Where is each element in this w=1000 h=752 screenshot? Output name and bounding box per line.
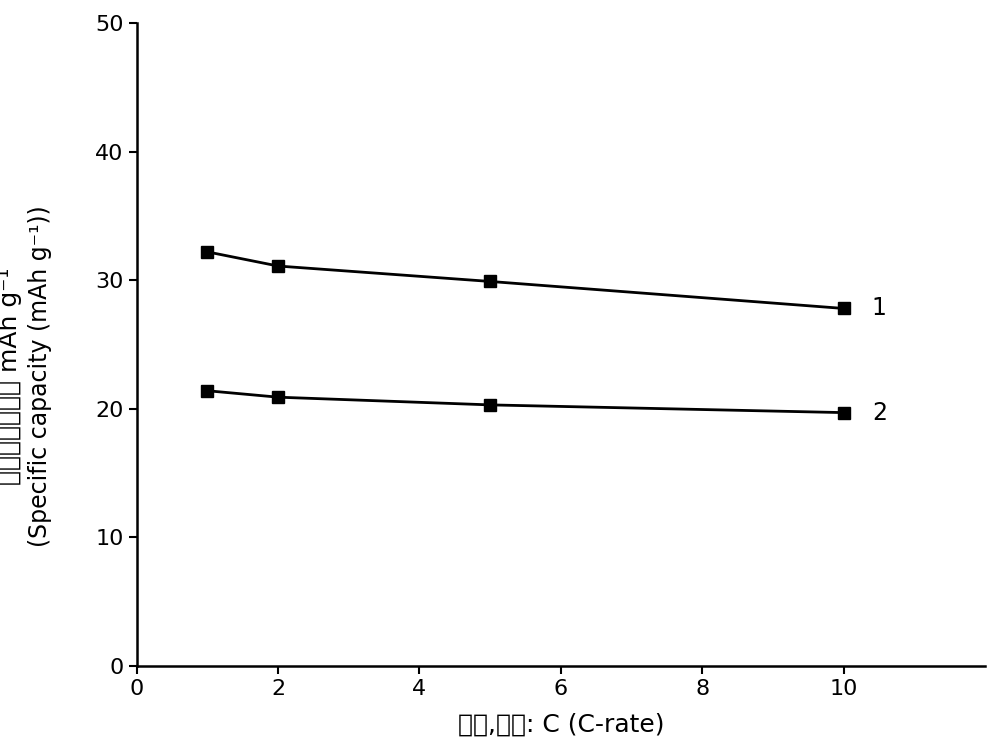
- Text: 2: 2: [872, 401, 887, 425]
- Text: 比容量，单位： mAh g⁻¹: 比容量，单位： mAh g⁻¹: [0, 267, 22, 485]
- Text: 1: 1: [872, 296, 887, 320]
- Text: (Specific capacity (mAh g⁻¹)): (Specific capacity (mAh g⁻¹)): [28, 205, 52, 547]
- X-axis label: 倍率,单位: C (C-rate): 倍率,单位: C (C-rate): [458, 713, 664, 737]
